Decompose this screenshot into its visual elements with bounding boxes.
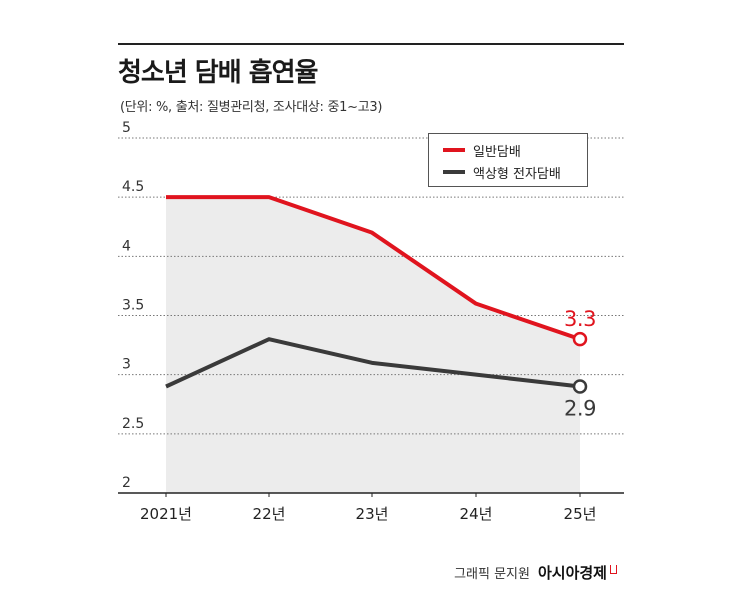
x-tick-label: 2021년	[140, 505, 192, 523]
credit: 그래픽 문지원 아시아경제	[454, 562, 617, 583]
y-tick-label: 3	[122, 357, 131, 373]
x-tick-label: 24년	[460, 505, 493, 523]
area-layer	[166, 197, 580, 493]
x-tick-label: 25년	[564, 505, 597, 523]
y-tick-label: 2.5	[122, 416, 144, 432]
top-rule	[118, 43, 624, 45]
series-line-1	[165, 337, 581, 389]
y-tick-label: 4	[122, 238, 131, 254]
legend-swatch	[443, 148, 465, 152]
legend-item-1: 액상형 전자담배	[443, 162, 561, 182]
x-axis: 2021년 22년 23년 24년 25년	[140, 493, 596, 523]
y-tick-label: 3.5	[122, 298, 144, 314]
credit-brand: 아시아경제	[537, 564, 607, 582]
y-tick-label: 2	[122, 475, 131, 491]
y-axis: 5 4.5 4 3.5 3 2.5 2	[122, 120, 144, 491]
credit-text: 그래픽 문지원	[454, 567, 530, 582]
area-fill	[166, 197, 580, 493]
chart-subtitle: (단위: %, 출처: 질병관리청, 조사대상: 중1~고3)	[120, 100, 383, 115]
series-line-0	[166, 195, 581, 342]
chart-title: 청소년 담배 흡연율	[118, 58, 318, 88]
y-tick-label: 4.5	[122, 179, 144, 195]
legend-label: 일반담배	[473, 144, 521, 160]
brand-mark-icon	[610, 565, 617, 574]
end-marker	[572, 379, 588, 394]
y-tick-label: 5	[122, 120, 131, 136]
x-tick-label: 23년	[356, 505, 389, 523]
legend-item-0: 일반담배	[443, 140, 521, 160]
legend-swatch	[443, 170, 465, 174]
end-marker	[572, 331, 588, 347]
legend-label: 액상형 전자담배	[473, 166, 561, 182]
x-tick-label: 22년	[253, 505, 286, 523]
series-layer: 3.3 2.9	[165, 195, 596, 421]
data-label-1: 2.9	[564, 397, 596, 421]
data-label-0: 3.3	[564, 307, 596, 331]
legend: 일반담배 액상형 전자담배	[428, 133, 588, 187]
